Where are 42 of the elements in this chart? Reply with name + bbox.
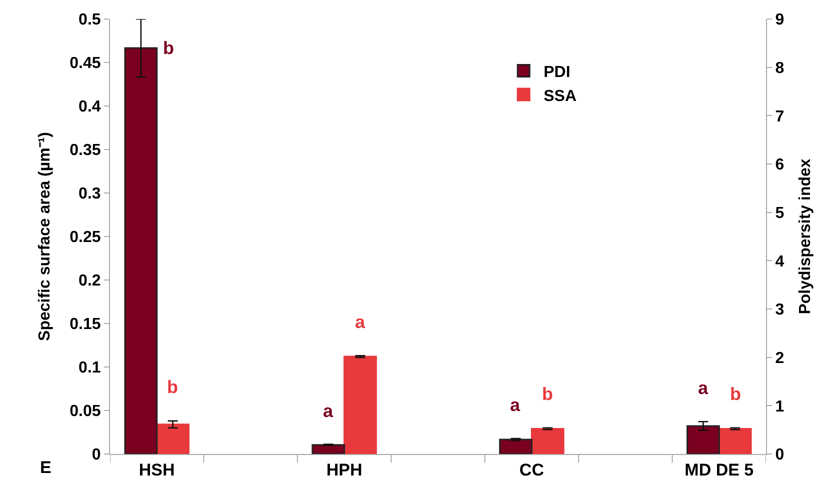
y-tick-label: 0.1	[78, 360, 101, 377]
y-tick-label: 0.3	[78, 186, 101, 203]
x-tick-label: HSH	[138, 460, 175, 480]
x-tick-label: CC	[519, 460, 544, 480]
legend-label: PDI	[544, 64, 570, 81]
y2-tick-label: 5	[775, 204, 784, 222]
y-tick-label: 0.15	[70, 316, 101, 334]
data-label: b	[167, 377, 178, 397]
data-label: a	[510, 395, 521, 415]
bar	[124, 47, 158, 454]
y-tick-label: 0.35	[70, 142, 101, 160]
x-tick-label: MD DE 5	[684, 460, 754, 480]
y2-tick-label: 9	[775, 12, 784, 29]
y2-tick-label: 0	[775, 446, 784, 464]
y-tick-label: 0.4	[78, 98, 101, 116]
data-label: b	[542, 384, 553, 404]
y2-axis-title: Polydispersity index	[796, 158, 814, 314]
y-tick-label: 0.45	[70, 55, 101, 72]
y-tick-label: 0	[92, 446, 101, 464]
data-label: b	[730, 384, 741, 404]
bar	[344, 356, 377, 454]
y-tick-label: 0.25	[70, 229, 101, 246]
y2-tick-label: 8	[775, 60, 784, 77]
y-tick-label: 0.5	[78, 12, 101, 29]
data-label: a	[698, 378, 709, 398]
x-tick-label: HPH	[326, 460, 362, 480]
y2-tick-label: 3	[775, 302, 784, 319]
y2-tick-label: 7	[775, 108, 784, 126]
data-label: a	[323, 401, 334, 421]
bar	[156, 424, 190, 454]
y-tick-label: 0.2	[78, 272, 101, 290]
bar	[312, 444, 346, 454]
data-label: b	[163, 38, 174, 58]
y-axis-title: Specific surface area (µm⁻¹)	[36, 132, 54, 341]
data-label: a	[355, 312, 366, 332]
y2-tick-label: 2	[775, 350, 784, 367]
y2-tick-label: 6	[775, 156, 784, 174]
y-tick-label: 0.05	[70, 403, 101, 420]
legend-label: SSA	[544, 88, 577, 105]
y2-tick-label: 1	[775, 398, 784, 416]
y2-tick-label: 4	[775, 253, 784, 270]
text: E	[40, 458, 52, 477]
